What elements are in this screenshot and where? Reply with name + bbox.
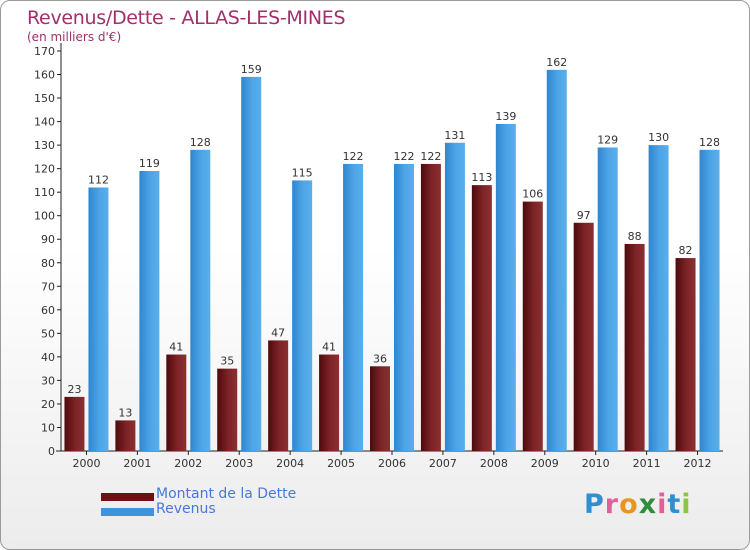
x-tick-label: 2005 (327, 457, 355, 470)
y-tick-label: 0 (48, 445, 55, 458)
data-label-debt: 47 (271, 326, 285, 339)
bar-debt (370, 366, 390, 451)
data-label-revenue: 139 (495, 110, 516, 123)
logo-letter: x (638, 489, 658, 520)
data-label-debt: 97 (577, 209, 591, 222)
data-label-revenue: 128 (190, 136, 211, 149)
x-tick-label: 2012 (684, 457, 712, 470)
data-label-debt: 36 (373, 352, 387, 365)
chart-title: Revenus/Dette - ALLAS-LES-MINES (27, 7, 346, 29)
data-label-revenue: 115 (292, 166, 313, 179)
bar-debt (268, 340, 289, 451)
x-tick-label: 2001 (123, 457, 151, 470)
bar-revenue (699, 149, 720, 451)
legend-label-debt: Montant de la Dette (156, 486, 297, 502)
y-tick-label: 90 (41, 233, 55, 246)
proxiti-logo: Proxiti (584, 489, 692, 520)
data-label-debt: 106 (522, 188, 543, 201)
data-label-revenue: 122 (343, 150, 364, 163)
logo-letter: o (619, 489, 639, 520)
legend-label-revenue: Revenus (156, 501, 216, 517)
data-label-revenue: 119 (139, 157, 160, 170)
bar-debt (319, 354, 340, 451)
bar-chart: 0 10 20 30 40 50 60 70 80 90 100 110 120 130 140 150 160… (34, 43, 723, 470)
logo-letter: t (667, 489, 682, 520)
y-tick-label: 130 (34, 139, 55, 152)
y-tick-label: 120 (34, 163, 55, 176)
legend-swatch-debt (101, 493, 154, 501)
bar-debt (64, 396, 85, 451)
bar-debt (522, 201, 543, 451)
data-label-revenue: 122 (394, 150, 415, 163)
logo-letter: i (657, 489, 668, 520)
data-label-debt: 41 (169, 341, 183, 354)
legend-swatch-revenue (101, 508, 154, 516)
bar-revenue (394, 163, 414, 452)
y-tick-label: 100 (34, 210, 55, 223)
data-label-revenue: 131 (444, 129, 465, 142)
y-tick-label: 50 (41, 327, 55, 340)
bar-debt (166, 354, 187, 451)
logo-letter: r (604, 489, 620, 520)
x-tick-label: 2006 (378, 457, 406, 470)
data-label-revenue: 159 (241, 63, 262, 76)
bar-debt (471, 185, 492, 451)
y-tick-label: 70 (41, 280, 55, 293)
data-label-debt: 113 (471, 171, 492, 184)
data-label-revenue: 112 (88, 173, 109, 186)
x-tick-label: 2004 (276, 457, 304, 470)
y-tick-label: 150 (34, 92, 55, 105)
bar-revenue (343, 163, 364, 452)
bar-revenue (190, 149, 211, 451)
bar-revenue (139, 171, 160, 451)
data-label-debt: 41 (322, 341, 336, 354)
bar-debt (115, 420, 136, 451)
data-label-revenue: 130 (648, 131, 669, 144)
bar-revenue (88, 187, 109, 451)
bar-revenue (597, 147, 618, 451)
x-tick-label: 2003 (225, 457, 253, 470)
chart-subtitle: (en milliers d'€) (27, 30, 122, 44)
data-label-revenue: 128 (699, 136, 720, 149)
y-tick-label: 160 (34, 69, 55, 82)
x-tick-label: 2000 (72, 457, 100, 470)
x-tick-label: 2009 (531, 457, 559, 470)
bar-debt (675, 258, 696, 451)
y-tick-label: 110 (34, 186, 55, 199)
data-label-debt: 88 (628, 230, 642, 243)
x-tick-label: 2011 (633, 457, 661, 470)
bar-revenue (444, 142, 465, 451)
data-label-revenue: 129 (597, 133, 618, 146)
x-tick-label: 2010 (582, 457, 610, 470)
data-label-debt: 35 (220, 355, 234, 368)
bar-revenue (241, 76, 262, 451)
bar-debt (217, 368, 238, 451)
data-label-debt: 13 (118, 406, 132, 419)
y-tick-label: 30 (41, 374, 55, 387)
bar-revenue (648, 145, 669, 451)
bar-revenue (546, 69, 567, 451)
bar-debt (573, 222, 594, 451)
data-label-debt: 82 (679, 244, 693, 257)
x-tick-label: 2002 (174, 457, 202, 470)
y-tick-label: 40 (41, 351, 55, 364)
y-tick-label: 140 (34, 116, 55, 129)
y-tick-label: 60 (41, 304, 55, 317)
y-tick-label: 80 (41, 257, 55, 270)
bar-revenue (292, 180, 313, 452)
logo-letter: P (584, 489, 605, 520)
y-tick-label: 10 (41, 421, 55, 434)
data-label-debt: 23 (67, 383, 81, 396)
x-tick-label: 2007 (429, 457, 457, 470)
data-label-revenue: 162 (546, 56, 567, 69)
bar-debt (624, 243, 645, 451)
y-tick-label: 170 (34, 45, 55, 58)
logo-letter: i (681, 489, 692, 520)
bar-revenue (495, 123, 516, 452)
data-label-debt: 122 (420, 150, 441, 163)
x-tick-label: 2008 (480, 457, 508, 470)
y-tick-label: 20 (41, 398, 55, 411)
bar-debt (420, 163, 441, 452)
